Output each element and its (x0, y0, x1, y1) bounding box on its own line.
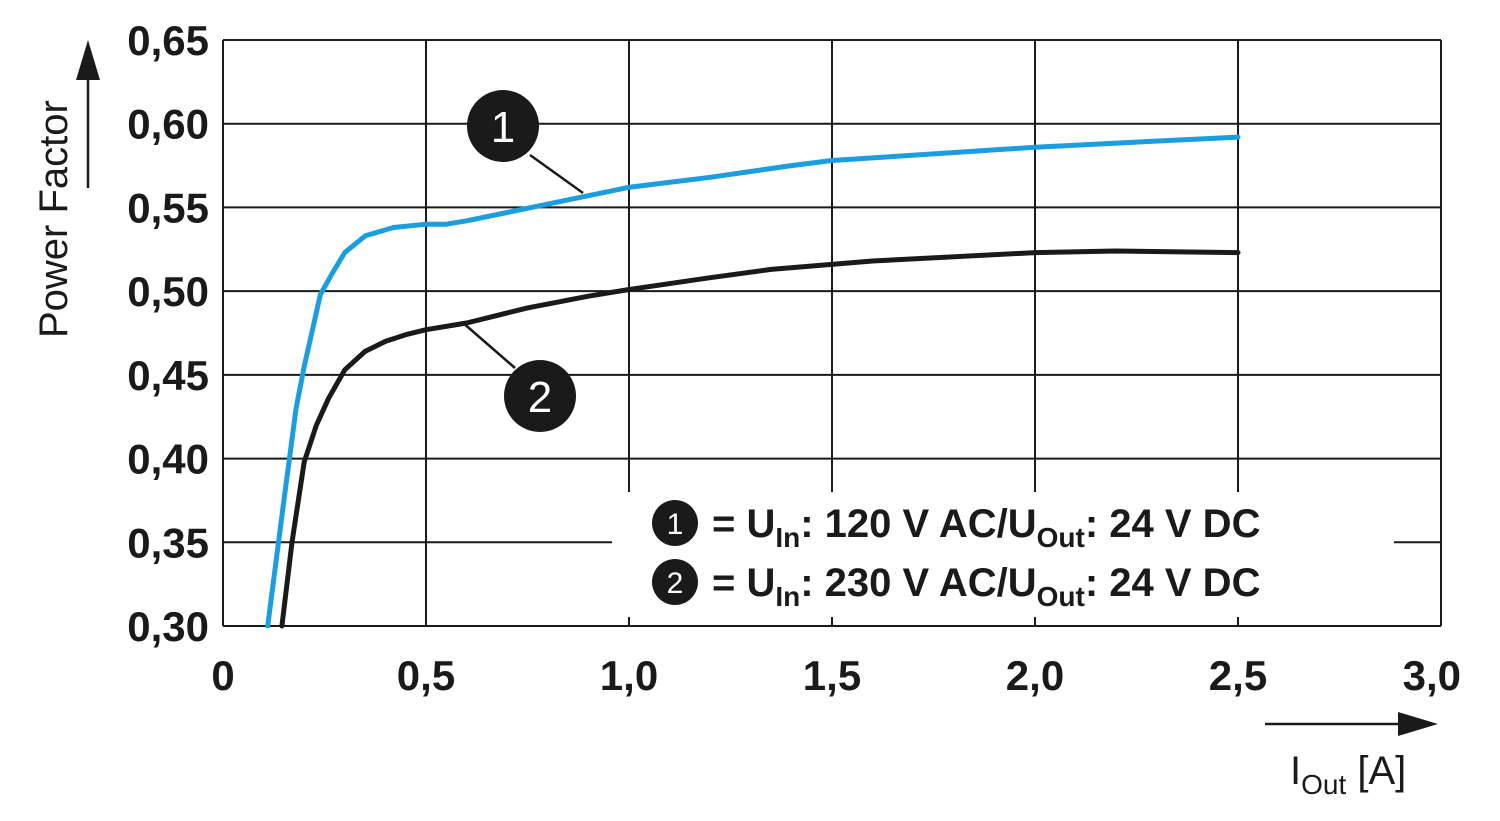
legend-text-2: = UIn: 230 V AC/UOut: 24 V DC (712, 561, 1260, 612)
x-tick-label: 0,5 (397, 652, 455, 699)
y-tick-label: 0,60 (127, 101, 209, 148)
y-axis-label-group: Power Factor (32, 40, 100, 338)
series-lines (265, 134, 1241, 629)
x-tick-label: 2,5 (1209, 652, 1267, 699)
x-axis-label-unit: [A] (1346, 749, 1406, 793)
x-axis-arrow-head (1398, 712, 1438, 736)
y-tick-label: 0,35 (127, 519, 209, 566)
series-line-1 (265, 134, 1241, 629)
x-tick-label: 2,0 (1006, 652, 1064, 699)
y-tick-label: 0,40 (127, 436, 209, 483)
legend-badge-1-label: 1 (667, 508, 684, 541)
x-axis-label-sub: Out (1301, 769, 1346, 800)
callout-2-label: 2 (528, 373, 552, 422)
legend-badge-1 (652, 500, 698, 546)
y-axis-ticks: 0,30 0,35 0,40 0,45 0,50 0,55 0,60 0,65 (127, 17, 209, 650)
x-axis-label-group: IOut [A] (1265, 712, 1438, 800)
callout-2-badge (504, 360, 576, 432)
y-tick-label: 0,45 (127, 352, 209, 399)
legend-badge-2-label: 2 (667, 567, 684, 600)
y-tick-label: 0,50 (127, 268, 209, 315)
callout-1-label: 1 (491, 103, 515, 152)
legend-background (612, 492, 1394, 617)
legend-item-1: 1 = UIn: 120 V AC/UOut: 24 V DC (652, 500, 1260, 553)
x-axis-label-main: I (1290, 749, 1301, 793)
x-tick-label: 3,0 (1403, 652, 1461, 699)
legend-badge-2 (652, 559, 698, 605)
callout-2-leader (461, 321, 516, 369)
y-axis-arrow-head (76, 40, 100, 80)
callout-1: 1 (467, 90, 584, 195)
x-tick-label: 0 (211, 652, 234, 699)
x-axis-label: IOut [A] (1290, 749, 1406, 800)
y-axis-label: Power Factor (32, 100, 76, 338)
legend-item-2: 2 = UIn: 230 V AC/UOut: 24 V DC (652, 559, 1260, 612)
x-tick-label: 1,0 (600, 652, 658, 699)
x-tick-label: 1,5 (803, 652, 861, 699)
y-tick-label: 0,65 (127, 17, 209, 64)
callout-1-leader (529, 153, 584, 195)
y-tick-label: 0,30 (127, 603, 209, 650)
series-line-2 (279, 248, 1241, 629)
legend-text-1: = UIn: 120 V AC/UOut: 24 V DC (712, 502, 1260, 553)
x-axis-ticks: 0 0,5 1,0 1,5 2,0 2,5 3,0 (211, 652, 1461, 699)
callout-1-badge (467, 90, 539, 162)
callout-2: 2 (461, 321, 576, 432)
y-tick-label: 0,55 (127, 184, 209, 231)
legend: 1 = UIn: 120 V AC/UOut: 24 V DC 2 = UIn:… (612, 492, 1394, 617)
